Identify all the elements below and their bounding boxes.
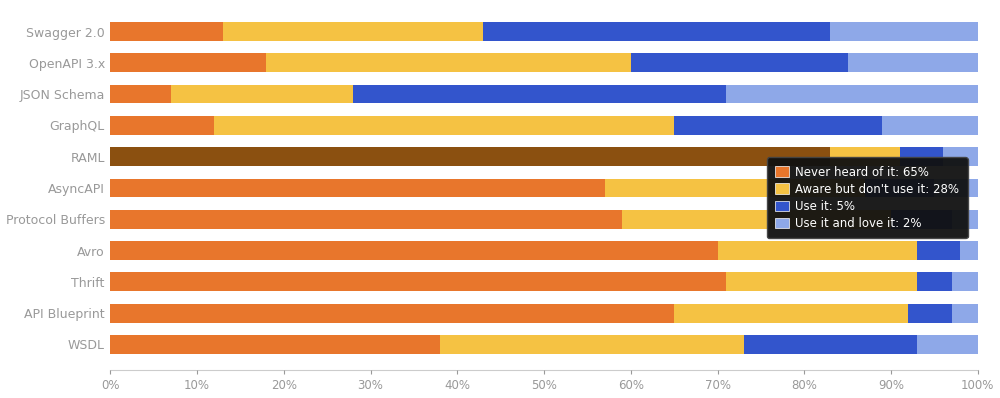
Bar	[110, 22, 223, 41]
Bar	[110, 116, 214, 135]
Bar	[110, 304, 674, 322]
Bar	[908, 304, 952, 322]
Bar	[960, 241, 978, 260]
Bar	[900, 147, 943, 166]
Bar	[110, 179, 605, 197]
Bar	[110, 210, 622, 229]
Bar	[110, 147, 830, 166]
Bar	[171, 85, 353, 103]
Bar	[882, 116, 978, 135]
Bar	[110, 53, 266, 72]
Bar	[214, 116, 674, 135]
Bar	[110, 335, 440, 354]
Bar	[848, 53, 978, 72]
Bar	[917, 335, 978, 354]
Bar	[952, 304, 978, 322]
Bar	[934, 179, 978, 197]
Bar	[718, 241, 917, 260]
Bar	[440, 335, 744, 354]
Bar	[223, 22, 483, 41]
Bar	[943, 147, 978, 166]
Bar	[891, 210, 952, 229]
Bar	[631, 53, 848, 72]
Bar	[483, 22, 830, 41]
Bar	[674, 304, 908, 322]
Bar	[622, 210, 891, 229]
Bar	[605, 179, 865, 197]
Bar	[952, 210, 978, 229]
Bar	[110, 241, 718, 260]
Bar	[266, 53, 631, 72]
Bar	[865, 179, 934, 197]
Legend: Never heard of it: 65%, Aware but don't use it: 28%, Use it: 5%, Use it and love: Never heard of it: 65%, Aware but don't …	[767, 157, 968, 238]
Bar	[744, 335, 917, 354]
Bar	[726, 85, 978, 103]
Bar	[110, 85, 171, 103]
Bar	[952, 273, 978, 291]
Bar	[726, 273, 917, 291]
Bar	[110, 273, 726, 291]
Bar	[674, 116, 882, 135]
Bar	[353, 85, 726, 103]
Bar	[917, 241, 960, 260]
Bar	[917, 273, 952, 291]
Bar	[830, 147, 900, 166]
Bar	[830, 22, 978, 41]
